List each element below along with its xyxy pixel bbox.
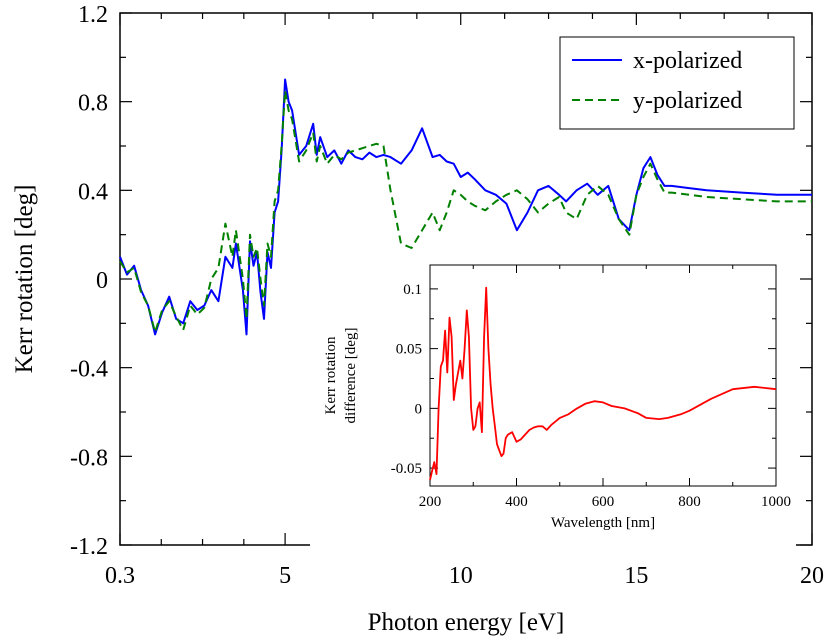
legend-label-y-polarized: y-polarized bbox=[633, 88, 742, 114]
inset-x-axis-title: Wavelength [nm] bbox=[551, 515, 655, 531]
x-tick-label: 1000 bbox=[761, 494, 791, 510]
y-tick-label: -0.4 bbox=[70, 357, 108, 383]
y-tick-label: 0.4 bbox=[78, 179, 108, 205]
x-tick-label: 400 bbox=[505, 494, 528, 510]
x-tick-label: 200 bbox=[419, 494, 442, 510]
x-tick-label: 5 bbox=[279, 563, 291, 589]
series-line-x-polarized bbox=[119, 78, 812, 336]
y-tick-label: 0 bbox=[96, 268, 108, 294]
series-line-difference bbox=[429, 286, 777, 481]
main-x-axis-title: Photon energy [eV] bbox=[368, 609, 565, 636]
y-tick-label: -1.2 bbox=[70, 534, 108, 560]
main-axis-ticks: 0.3 5 10 15 20 -1.2 -0.8 -0.4 0 0.4 0.8 1.2 bbox=[70, 2, 824, 589]
inset-chart: 200 400 600 800 1000 -0.05 0 0.05 0.1 Wavelength… bbox=[310, 255, 796, 556]
main-series-group bbox=[119, 78, 812, 336]
x-tick-label: 15 bbox=[624, 563, 648, 589]
legend-box bbox=[559, 36, 795, 130]
y-tick-label: 0.05 bbox=[396, 342, 422, 358]
legend: x-polarized y-polarized bbox=[559, 36, 795, 130]
inset-axis-ticks: 200 400 600 800 1000 -0.05 0 0.05 0.1 bbox=[391, 265, 791, 510]
x-tick-label: 800 bbox=[678, 494, 701, 510]
x-tick-label: 20 bbox=[800, 563, 824, 589]
x-tick-label: 600 bbox=[592, 494, 615, 510]
main-chart: 0.3 5 10 15 20 -1.2 -0.8 -0.4 0 0.4 0.8 1.2 Photon … bbox=[11, 2, 824, 636]
legend-label-x-polarized: x-polarized bbox=[633, 48, 742, 74]
x-tick-label: 0.3 bbox=[105, 563, 135, 589]
y-tick-label: -0.05 bbox=[391, 461, 422, 477]
y-tick-label: 0 bbox=[415, 401, 423, 417]
series-line-y-polarized bbox=[119, 89, 812, 334]
y-tick-label: 0.1 bbox=[403, 282, 422, 298]
inset-series-group bbox=[429, 286, 777, 481]
inset-y-axis-title-line2: difference [deg] bbox=[343, 328, 359, 424]
inset-background bbox=[310, 255, 796, 556]
y-tick-label: 1.2 bbox=[78, 2, 108, 28]
x-tick-label: 10 bbox=[449, 563, 473, 589]
inset-y-axis-title-line1: Kerr rotation bbox=[323, 336, 339, 414]
y-tick-label: -0.8 bbox=[70, 445, 108, 471]
main-y-axis-title: Kerr rotation [deg] bbox=[11, 185, 38, 374]
y-tick-label: 0.8 bbox=[78, 91, 108, 117]
